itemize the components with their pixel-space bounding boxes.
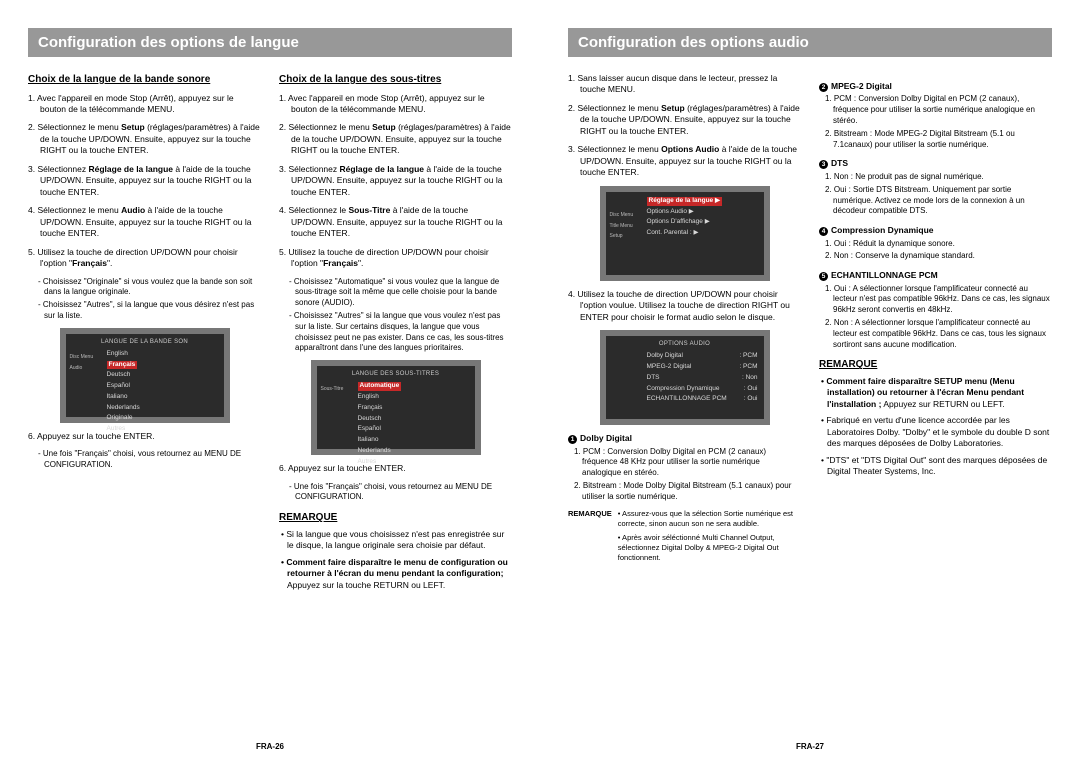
remarque-1-label: REMARQUE — [279, 511, 512, 525]
enum-heading: 1Dolby Digital — [568, 433, 801, 444]
step: 5. Utilisez la touche de direction UP/DO… — [28, 247, 261, 270]
enum-heading: 2MPEG-2 Digital — [819, 81, 1052, 92]
remarque-bullet: • Fabriqué en vertu d'une licence accord… — [819, 415, 1052, 449]
osd-sous-titres: LANGUE DES SOUS-TITRESSous-TitreAutomati… — [311, 360, 481, 455]
substep: - Choisissez "Automatique" si vous voule… — [279, 277, 512, 309]
remarque-bullet: • Si la langue que vous choisissez n'est… — [279, 529, 512, 552]
step: 1. Avec l'appareil en mode Stop (Arrêt),… — [279, 93, 512, 116]
substep: - Une fois "Français" choisi, vous retou… — [279, 482, 512, 504]
p2-col2: 2MPEG-2 Digital 1. PCM : Conversion Dolby… — [819, 73, 1052, 567]
substep: - Choisissez "Autres" si la langue que v… — [279, 311, 512, 354]
substep: - Choisissez "Autres", si la langue que … — [28, 300, 261, 322]
page-right: Configuration des options audio 1. Sans … — [540, 0, 1080, 765]
remarque-bullet: • "DTS" et "DTS Digital Out" sont des ma… — [819, 455, 1052, 478]
h-sous-titres: Choix de la langue des sous-titres — [279, 73, 512, 87]
step: 2. Sélectionnez le menu Setup (réglages/… — [568, 103, 801, 137]
osd-options-audio: OPTIONS AUDIODolby Digital: PCMMPEG-2 Di… — [600, 330, 770, 425]
enum-item: 1. Oui : Réduit la dynamique sonore. — [819, 239, 1052, 250]
p1-col1: Choix de la langue de la bande sonore 1.… — [28, 73, 261, 596]
footer-2: FRA-27 — [540, 742, 1080, 751]
osd-setup-menu: Disc MenuTitle MenuSetupRéglage de la la… — [600, 186, 770, 281]
step: 4. Sélectionnez le Sous-Titre à l'aide d… — [279, 205, 512, 239]
substep: - Choisissez "Originale" si vous voulez … — [28, 277, 261, 299]
osd-bande-son: LANGUE DE LA BANDE SONDisc MenuAudioEngl… — [60, 328, 230, 423]
remarque-2-label: REMARQUE — [819, 358, 1052, 372]
remarque-bullet: • Comment faire disparaître SETUP menu (… — [819, 376, 1052, 410]
enum-item: 2. Non : Conserve la dynamique standard. — [819, 251, 1052, 262]
enum-item: 2. Bitstream : Mode Dolby Digital Bitstr… — [568, 481, 801, 503]
enum-item: 2. Non : A sélectionner lorsque l'amplif… — [819, 318, 1052, 350]
step: 4. Utilisez la touche de direction UP/DO… — [568, 289, 801, 323]
banner-1: Configuration des options de langue — [28, 28, 512, 57]
enum-item: 1. Oui : A sélectionner lorsque l'amplif… — [819, 284, 1052, 316]
page-left: Configuration des options de langue Choi… — [0, 0, 540, 765]
banner-2: Configuration des options audio — [568, 28, 1052, 57]
step: 3. Sélectionnez Réglage de la langue à l… — [279, 164, 512, 198]
step: 2. Sélectionnez le menu Setup (réglages/… — [28, 122, 261, 156]
p2-col1: 1. Sans laisser aucun disque dans le lec… — [568, 73, 801, 567]
enum-heading: 5ECHANTILLONNAGE PCM — [819, 270, 1052, 281]
enum-item: 1. PCM : Conversion Dolby Digital en PCM… — [568, 447, 801, 479]
enum-item: 1. PCM : Conversion Dolby Digital en PCM… — [819, 94, 1052, 126]
h-bande-sonore: Choix de la langue de la bande sonore — [28, 73, 261, 87]
remarque-bullet: • Comment faire disparaître le menu de c… — [279, 557, 512, 591]
enum-heading: 3DTS — [819, 158, 1052, 169]
p1-col2: Choix de la langue des sous-titres 1. Av… — [279, 73, 512, 596]
step: 5. Utilisez la touche de direction UP/DO… — [279, 247, 512, 270]
step: 1. Sans laisser aucun disque dans le lec… — [568, 73, 801, 96]
remarque-small-label: REMARQUE — [568, 509, 618, 568]
enum-item: 2. Oui : Sortie DTS Bitstream. Uniquemen… — [819, 185, 1052, 217]
remarque-small-item: • Après avoir séléctionné Multi Channel … — [618, 533, 801, 563]
step: 3. Sélectionnez Réglage de la langue à l… — [28, 164, 261, 198]
substep: - Une fois "Français" choisi, vous retou… — [28, 449, 261, 471]
step: 4. Sélectionnez le menu Audio à l'aide d… — [28, 205, 261, 239]
enum-heading: 4Compression Dynamique — [819, 225, 1052, 236]
remarque-small-item: • Assurez-vous que la sélection Sortie n… — [618, 509, 801, 529]
enum-item: 1. Non : Ne produit pas de signal numéri… — [819, 172, 1052, 183]
step: 1. Avec l'appareil en mode Stop (Arrêt),… — [28, 93, 261, 116]
step: 3. Sélectionnez le menu Options Audio à … — [568, 144, 801, 178]
step: 2. Sélectionnez le menu Setup (réglages/… — [279, 122, 512, 156]
enum-item: 2. Bitstream : Mode MPEG-2 Digital Bitst… — [819, 129, 1052, 151]
footer-1: FRA-26 — [0, 742, 540, 751]
